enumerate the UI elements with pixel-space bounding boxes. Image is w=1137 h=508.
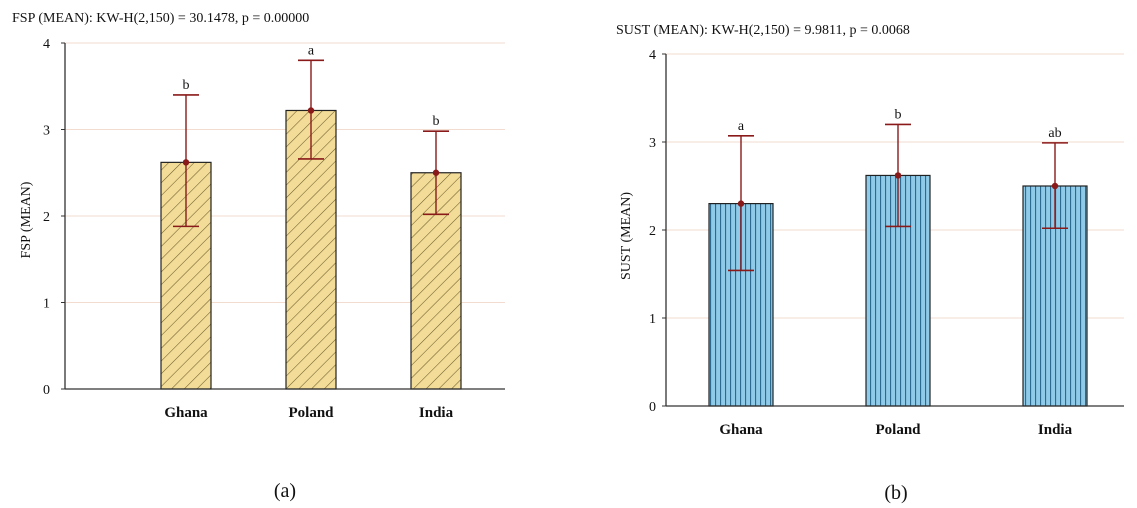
error-bar-poland bbox=[298, 59, 324, 160]
significance-letter: b bbox=[895, 107, 902, 122]
bars bbox=[708, 174, 1088, 407]
mean-marker bbox=[1051, 182, 1059, 190]
mean-marker bbox=[432, 169, 440, 176]
chart-title: SUST (MEAN): KW-H(2,150) = 9.9811, p = 0… bbox=[616, 23, 910, 38]
significance-letter: b bbox=[183, 78, 190, 93]
chart-panel-a: FSP (MEAN): KW-H(2,150) = 30.1478, p = 0… bbox=[12, 11, 505, 502]
x-tick-label: Poland bbox=[288, 405, 334, 421]
significance-letter: a bbox=[308, 43, 315, 58]
x-ticks: Ghana Poland India bbox=[719, 422, 1072, 438]
mean-marker bbox=[737, 200, 745, 207]
y-tick-label: 2 bbox=[43, 210, 50, 225]
y-tick-label: 0 bbox=[43, 383, 50, 398]
error-bar-poland bbox=[885, 123, 911, 228]
y-tick-label: 3 bbox=[43, 124, 50, 139]
x-tick-label: India bbox=[419, 405, 454, 421]
significance-letter: b bbox=[433, 114, 440, 129]
mean-marker bbox=[894, 172, 902, 179]
y-axis-label: FSP (MEAN) bbox=[19, 181, 34, 258]
y-tick-label: 1 bbox=[43, 297, 50, 312]
y-tick-label: 0 bbox=[649, 400, 656, 415]
chart-title: FSP (MEAN): KW-H(2,150) = 30.1478, p = 0… bbox=[12, 11, 309, 26]
mean-marker bbox=[307, 107, 315, 114]
x-tick-label: India bbox=[1038, 422, 1073, 438]
significance-letter: a bbox=[738, 119, 745, 134]
panel-caption: (a) bbox=[274, 480, 296, 502]
error-bar-ghana bbox=[728, 135, 754, 272]
error-bars bbox=[728, 123, 1068, 272]
error-bars bbox=[173, 59, 449, 228]
chart-panel-b: SUST (MEAN): KW-H(2,150) = 9.9811, p = 0… bbox=[616, 23, 1124, 504]
y-ticks: 0 1 2 3 4 bbox=[649, 48, 666, 415]
x-tick-label: Ghana bbox=[164, 405, 208, 421]
y-ticks: 0 1 2 3 4 bbox=[43, 37, 65, 398]
x-tick-label: Poland bbox=[875, 422, 921, 438]
x-ticks: Ghana Poland India bbox=[164, 405, 453, 421]
significance-letters: b a b bbox=[183, 43, 440, 129]
mean-marker bbox=[182, 159, 190, 166]
y-tick-label: 4 bbox=[43, 37, 50, 52]
y-tick-label: 2 bbox=[649, 224, 656, 239]
significance-letter: ab bbox=[1048, 126, 1061, 141]
y-tick-label: 3 bbox=[649, 136, 656, 151]
y-tick-label: 4 bbox=[649, 48, 656, 63]
error-bar-india bbox=[1042, 142, 1068, 230]
panel-caption: (b) bbox=[884, 482, 907, 504]
error-bar-ghana bbox=[173, 94, 199, 228]
y-tick-label: 1 bbox=[649, 312, 656, 327]
error-bar-india bbox=[423, 130, 449, 216]
x-tick-label: Ghana bbox=[719, 422, 763, 438]
y-axis-label: SUST (MEAN) bbox=[619, 192, 634, 280]
